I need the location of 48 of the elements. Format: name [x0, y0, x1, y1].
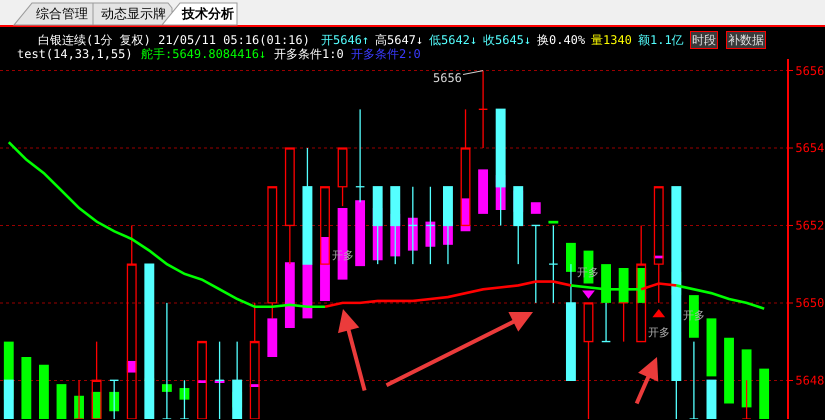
candlestick — [530, 224, 541, 304]
text: 技术分析 — [181, 7, 234, 22]
bar — [530, 202, 541, 214]
text: 收5645↓ — [483, 33, 532, 47]
bar — [706, 318, 716, 376]
bar — [759, 368, 770, 419]
annotation: 5656 — [433, 71, 462, 85]
y-tick-label: 5652 — [795, 218, 824, 233]
text: 换0.40% — [537, 33, 586, 47]
bar — [284, 262, 295, 328]
y-tick-label: 5648 — [795, 373, 824, 388]
text: 高5647↓ — [375, 33, 424, 47]
bar — [724, 338, 734, 404]
candlestick — [180, 380, 190, 419]
text: 开5646↑ — [321, 33, 370, 47]
annotation: test(14,33,1,55) — [17, 47, 133, 61]
bar — [39, 364, 49, 419]
bar — [180, 388, 190, 400]
text: 额1.1亿 — [638, 33, 684, 47]
chart-title: 白银连续(1分 复权) 21/05/11 05:16(01:16) — [38, 33, 310, 48]
text: 综合管理 — [36, 7, 88, 22]
annotation: 开多条件2:0 — [351, 47, 421, 61]
candlestick — [548, 224, 558, 304]
annotation: 开多条件1:0 — [274, 47, 344, 61]
text: 动态显示牌 — [101, 7, 166, 22]
bar — [21, 357, 32, 419]
annotation: 开多 — [648, 326, 670, 339]
candlestick — [478, 70, 488, 149]
bar — [302, 264, 312, 318]
y-tick-label: 5654 — [795, 141, 824, 156]
bar — [548, 220, 558, 224]
bar — [478, 169, 488, 214]
y-tick-label: 5656 — [795, 64, 824, 78]
candlestick — [688, 340, 699, 419]
text: 时段 — [692, 33, 716, 47]
bar — [355, 200, 366, 266]
bar — [566, 242, 576, 272]
text: 低5642↓ — [429, 33, 478, 47]
bar — [742, 349, 752, 408]
candlestick — [584, 302, 594, 419]
bar — [267, 318, 278, 358]
candlestick — [706, 380, 716, 419]
text: 补数据 — [728, 33, 764, 47]
candlestick — [338, 147, 348, 207]
text: 舵手:5649.8084416↓ — [141, 47, 266, 61]
bar — [56, 384, 66, 419]
y-tick-label: 5650 — [795, 296, 824, 310]
text: 量1340 — [591, 33, 632, 47]
